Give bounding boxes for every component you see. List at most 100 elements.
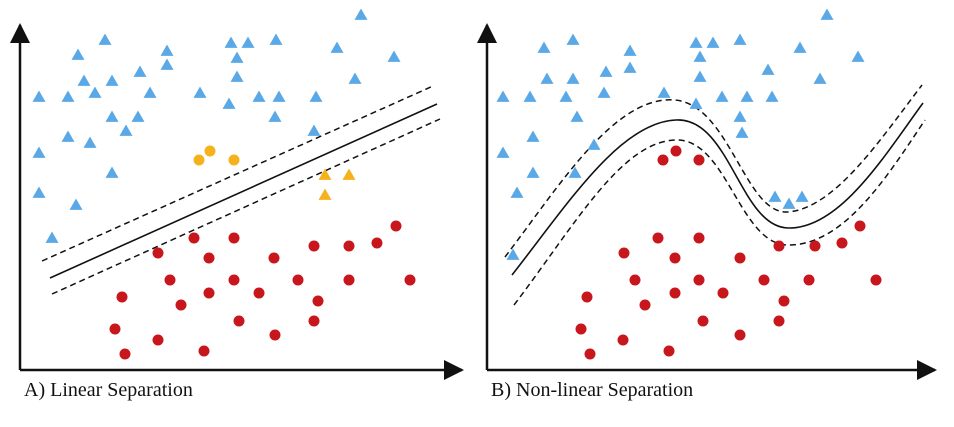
blue-triangle-point [820,8,834,20]
blue-triangle-point [523,90,537,102]
red-circle-point [198,345,210,357]
red-circle-point [669,287,681,299]
blue-triangle-point [193,86,207,98]
blue-triangle-point [851,50,865,62]
blue-triangle-point [496,146,510,158]
panel-a-caption: A) Linear Separation [24,379,193,401]
blue-triangle-point [133,65,147,77]
red-circle-point [581,291,593,303]
blue-triangle-point [307,124,321,136]
blue-triangle-point [160,44,174,56]
blue-triangle-point [224,36,238,48]
blue-triangle-point [230,51,244,63]
orange-triangle-point [318,168,332,180]
blue-triangle-point [222,97,236,109]
red-circle-point [657,154,669,166]
blue-triangle-point [813,72,827,84]
blue-triangle-point [269,33,283,45]
red-circle-point [584,348,596,360]
blue-triangle-point [623,61,637,73]
red-circle-point [343,240,355,252]
red-circle-point [228,232,240,244]
red-circle-point [292,274,304,286]
orange-circle-point [228,154,240,166]
blue-triangle-point [793,41,807,53]
blue-triangle-point [506,248,520,260]
red-circle-point [152,247,164,259]
red-circle-point [693,232,705,244]
blue-triangle-point [45,231,59,243]
red-circle-point [697,315,709,327]
panel-b-axes [477,23,937,380]
red-circle-point [870,274,882,286]
blue-triangle-point [32,90,46,102]
blue-triangle-point [761,63,775,75]
blue-triangle-point [32,146,46,158]
red-circle-point [758,274,770,286]
blue-triangle-point [105,110,119,122]
blue-triangle-point [566,33,580,45]
red-circle-point [233,315,245,327]
red-circle-point [734,329,746,341]
red-circle-point [371,237,383,249]
red-circle-point [312,295,324,307]
blue-triangle-point [61,90,75,102]
red-circle-point [629,274,641,286]
red-circle-point [773,240,785,252]
blue-triangle-point [599,65,613,77]
panel-b-boundary [504,84,926,306]
blue-triangle-point [143,86,157,98]
red-circle-point [343,274,355,286]
red-circle-point [152,334,164,346]
red-circle-point [268,252,280,264]
red-circle-point [308,240,320,252]
red-circle-point [116,291,128,303]
red-circle-point [188,232,200,244]
blue-triangle-point [83,136,97,148]
red-circle-point [119,348,131,360]
blue-triangle-point [230,70,244,82]
red-circle-point [693,274,705,286]
red-circle-point [228,274,240,286]
blue-triangle-point [733,33,747,45]
blue-triangle-point [657,86,671,98]
panel-b-decision-curve [511,102,924,276]
panel-a-margin-lower [51,118,441,295]
red-circle-point [308,315,320,327]
red-circle-point [803,274,815,286]
red-circle-point [663,345,675,357]
blue-triangle-point [98,33,112,45]
blue-triangle-point [735,126,749,138]
blue-triangle-point [782,197,796,209]
red-circle-point [854,220,866,232]
blue-triangle-point [387,50,401,62]
blue-triangle-point [131,110,145,122]
blue-triangle-point [693,70,707,82]
blue-triangle-point [587,138,601,150]
red-circle-point [164,274,176,286]
red-circle-point [109,323,121,335]
blue-triangle-point [354,8,368,20]
blue-triangle-point [61,130,75,142]
blue-triangle-point [510,186,524,198]
blue-triangle-point [119,124,133,136]
blue-triangle-point [77,74,91,86]
blue-triangle-point [160,58,174,70]
red-circle-point [575,323,587,335]
blue-triangle-point [597,86,611,98]
blue-triangle-point [105,74,119,86]
orange-circle-point [193,154,205,166]
blue-triangle-point [540,72,554,84]
panel-b-margin-upper [504,84,923,258]
red-circle-point [639,299,651,311]
panel-a-decision-line [49,103,438,279]
red-circle-point [734,252,746,264]
blue-triangle-point [706,36,720,48]
blue-triangle-point [272,90,286,102]
blue-triangle-point [795,190,809,202]
red-circle-point [670,145,682,157]
blue-triangle-point [105,166,119,178]
panel-b-caption: B) Non-linear Separation [491,379,694,401]
red-circle-point [404,274,416,286]
